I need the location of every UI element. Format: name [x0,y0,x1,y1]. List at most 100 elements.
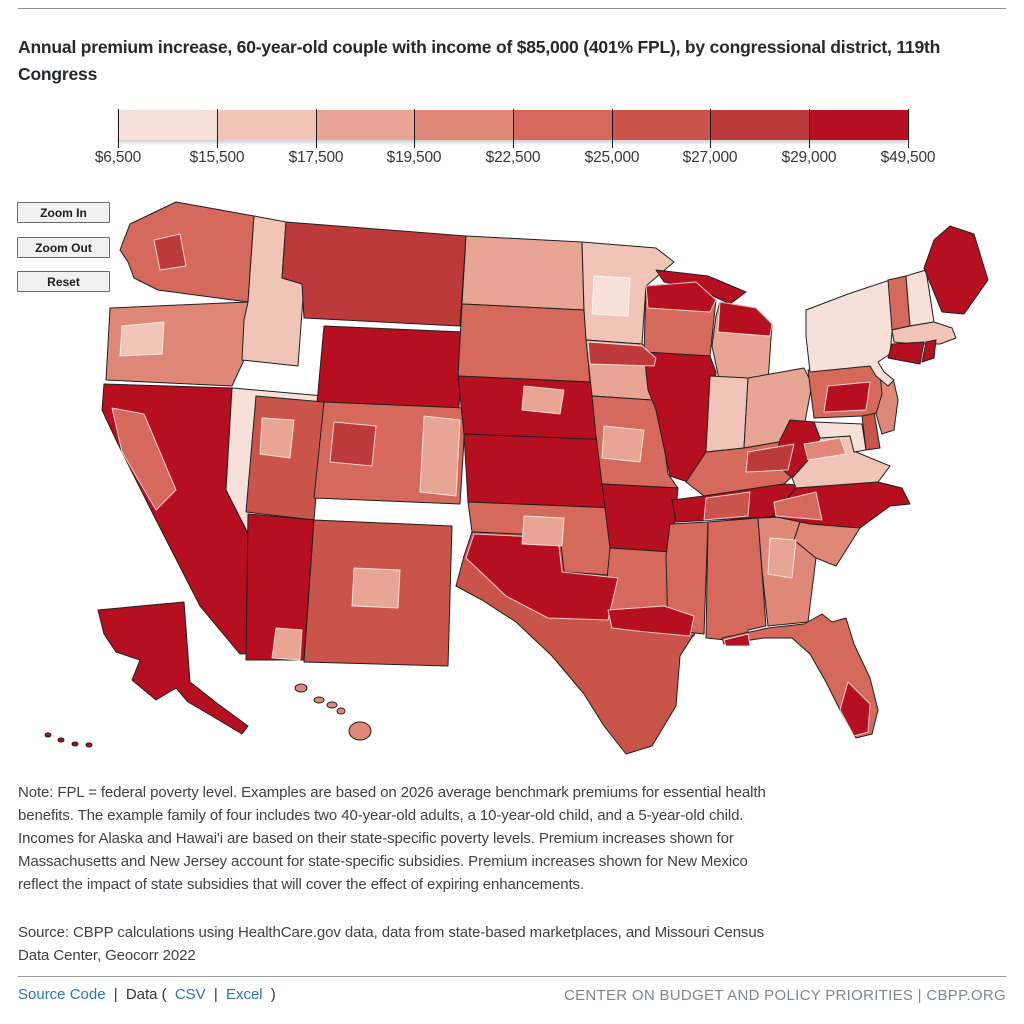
legend-segment [118,110,217,140]
state-north-dakota[interactable] [461,235,585,311]
district-patch-colorado[interactable] [419,415,461,497]
cbpp-branding: CENTER ON BUDGET AND POLICY PRIORITIES |… [563,987,1006,1004]
legend-tick [809,109,810,148]
zoom-out-button[interactable]: Zoom Out [17,237,110,258]
state-maryland[interactable] [813,421,867,453]
district-patch-california[interactable] [111,407,177,511]
district-patch-wisconsin[interactable] [645,281,717,313]
district-patch-georgia[interactable] [767,537,797,579]
district-patch-oklahoma[interactable] [521,515,565,547]
state-alaska[interactable] [97,601,249,735]
footer-separator: | [113,986,118,1003]
district-patch-louisiana[interactable] [607,605,695,637]
legend-tick [118,109,119,148]
state-hawaii-island[interactable] [294,683,308,693]
state-new-jersey[interactable] [875,373,899,435]
state-south-dakota[interactable] [457,303,591,383]
state-florida[interactable] [721,613,879,739]
legend-tick-label: $15,500 [189,149,245,166]
legend-tick-label: $6,500 [94,149,142,166]
legend-color-ramp [118,110,908,140]
district-patch-tennessee[interactable] [703,491,751,521]
legend-tick [217,109,218,148]
district-patch-missouri[interactable] [601,425,645,463]
state-rhode-island[interactable] [921,339,937,363]
footer-separator: | [213,986,218,1003]
district-patch-oregon[interactable] [119,321,165,357]
alaska-aleutian-island[interactable] [85,742,93,748]
legend-segment [611,110,711,140]
district-patch-washington[interactable] [153,233,187,271]
district-patch-utah[interactable] [259,417,295,459]
district-patch-colorado[interactable] [329,421,377,467]
state-shapes [44,201,989,755]
legend-tick-label: $27,000 [682,149,738,166]
legend-tick-label: $19,500 [386,149,442,166]
alaska-aleutian-island[interactable] [71,741,79,747]
district-patch-new-mexico[interactable] [351,567,401,609]
district-patch-florida[interactable] [839,681,871,737]
legend-tick-label: $49,500 [880,149,936,166]
district-patch-north-carolina[interactable] [773,491,823,521]
state-hawaii-island[interactable] [348,721,372,741]
district-patch-kentucky[interactable] [745,443,795,473]
excel-link[interactable]: Excel [225,986,263,1003]
district-patch-nebraska[interactable] [521,385,565,415]
state-kansas[interactable] [463,433,617,509]
state-washington[interactable] [119,201,255,303]
legend-tick [513,109,514,148]
legend-segment [315,110,415,140]
legend-segment [710,110,810,140]
top-divider [18,8,1006,9]
legend-tick [316,109,317,148]
legend-tick [710,109,711,148]
csv-link[interactable]: CSV [174,986,206,1003]
zoom-in-button[interactable]: Zoom In [17,202,110,223]
state-hawaii-island[interactable] [326,701,338,709]
legend-segment [216,110,316,140]
legend-tick-label: $25,000 [584,149,640,166]
district-patch-minnesota[interactable] [591,275,631,317]
state-alabama[interactable] [705,517,767,643]
data-label: Data ( [125,986,167,1003]
state-massachusetts[interactable] [891,321,957,345]
footer-divider [18,976,1006,977]
legend-tick-label: $17,500 [288,149,344,166]
state-connecticut[interactable] [887,341,925,365]
footer-links: Source Code | Data ( CSV | Excel ) [18,986,280,1003]
state-hawaii-island[interactable] [313,696,325,704]
district-patch-pennsylvania[interactable] [823,381,871,413]
state-utah[interactable] [245,395,325,521]
legend-tick [908,109,909,148]
state-oregon[interactable] [105,301,249,387]
reset-button[interactable]: Reset [17,271,110,292]
legend-tick [414,109,415,148]
state-montana[interactable] [281,221,467,327]
us-congressional-district-map [44,201,989,755]
note-text: Note: FPL = federal poverty level. Examp… [18,784,766,893]
state-maine[interactable] [923,225,989,315]
legend-segment [513,110,612,140]
state-hawaii-island[interactable] [336,707,346,715]
district-patch-texas[interactable] [465,533,619,621]
legend-segment [809,110,908,140]
legend-tick [612,109,613,148]
congressional-district-patches [111,233,871,737]
legend-segment [414,110,513,140]
state-indiana[interactable] [705,375,749,453]
district-patch-michigan[interactable] [717,301,773,337]
state-arkansas[interactable] [601,483,679,553]
legend-tick-label: $22,500 [485,149,541,166]
alaska-aleutian-island[interactable] [44,732,52,738]
source-text: Source: CBPP calculations using HealthCa… [18,924,764,964]
district-patch-iowa[interactable] [587,341,657,367]
district-patch-arizona[interactable] [271,627,303,661]
source-code-link[interactable]: Source Code [18,986,106,1003]
chart-title: Annual premium increase, 60-year-old cou… [18,37,941,84]
district-patch-virginia[interactable] [803,437,847,461]
alaska-aleutian-island[interactable] [57,737,65,743]
district-patch-florida[interactable] [723,633,751,647]
data-label-close: ) [270,986,276,1003]
legend-tick-label: $29,000 [781,149,837,166]
